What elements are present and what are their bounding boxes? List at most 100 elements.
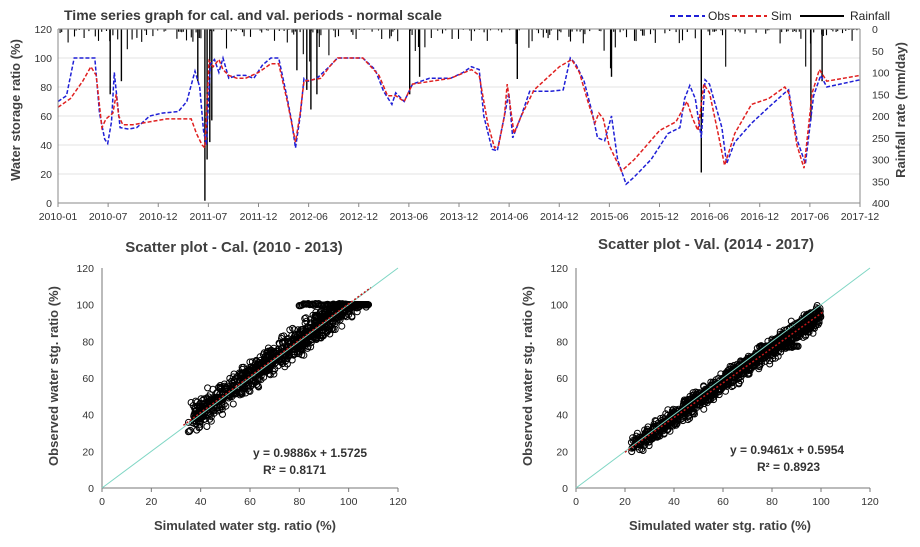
scatter-val-panel: Scatter plot - Val. (2014 - 2017) 0 20 40 6… [520,236,879,533]
scatter-cal-x-axis-title: Simulated water stg. ratio (%) [154,518,336,533]
scatter-point [771,354,779,362]
ts-y-tick-label: 60 [40,111,52,123]
ts-x-tick-label: 2014-06 [490,211,529,223]
scatter-point [325,310,333,318]
scatter-point [659,418,667,426]
scatter-point [186,426,194,434]
scatter-point [312,331,320,338]
sim-series-line [57,57,861,173]
scatter-point [782,327,790,335]
ts-y-axis-title: Water storage ratio (%) [8,39,23,181]
time-series-panel: Time series graph for cal. and val. peri… [8,7,908,223]
scatter-point [639,447,647,454]
scatter-y-tick-label: 0 [88,483,94,495]
ts-x-tick-label: 2012-12 [339,211,378,223]
scatter-point [304,343,312,351]
scatter-point [650,433,658,441]
scatter-point [184,428,192,436]
scatter-point [302,314,310,322]
scatter-point [657,427,664,435]
scatter-point [763,352,771,360]
scatter-point [207,417,215,425]
scatter-point [700,405,708,413]
scatter-point [237,374,244,382]
scatter-point [210,409,218,417]
scatter-point [297,340,305,348]
scatter-point [232,390,239,398]
scatter-x-tick-label: 0 [99,496,105,508]
scatter-point [221,382,228,390]
scatter-y-tick-label: 100 [550,300,568,312]
scatter-x-tick-label: 20 [619,496,631,508]
scatter-point [632,432,640,440]
scatter-point [290,326,298,334]
scatter-point [341,312,349,320]
scatter-x-tick-label: 20 [145,496,157,508]
scatter-x-tick-label: 60 [244,496,256,508]
scatter-point [778,335,786,343]
ts-x-tick-label: 2015-06 [590,211,629,223]
obs-series-line [57,55,861,186]
scatter-y-tick-label: 20 [82,446,94,458]
ts-x-tick-label: 2017-06 [791,211,830,223]
ts-x-tick-label: 2010-01 [39,211,78,223]
scatter-y-tick-label: 20 [556,446,568,458]
scatter-point [737,377,744,385]
scatter-val-trendline [624,311,824,453]
ts-x-tick-label: 2012-06 [289,211,328,223]
scatter-x-tick-label: 80 [766,496,778,508]
scatter-x-tick-label: 100 [812,496,830,508]
scatter-val-r-squared: R² = 0.8923 [757,460,820,474]
scatter-cal-panel: Scatter plot - Cal. (2010 - 2013) 0 20 40 6… [46,239,407,533]
scatter-point [215,404,223,412]
ts-x-tick-label: 2016-06 [690,211,729,223]
scatter-point [311,311,319,319]
scatter-point [802,331,810,339]
ts-y2-tick-label: 300 [872,155,890,167]
scatter-y-tick-label: 40 [556,410,568,422]
scatter-point [809,324,817,332]
scatter-point [219,410,226,418]
scatter-x-tick-label: 0 [573,496,579,508]
scatter-y-tick-label: 60 [556,373,568,385]
scatter-point [284,338,292,346]
scatter-x-tick-label: 80 [293,496,305,508]
ts-y2-tick-label: 250 [872,133,890,145]
scatter-point [726,375,734,383]
scatter-point [329,326,337,334]
ts-y2-tick-label: 50 [872,46,884,58]
scatter-point [229,400,237,408]
scatter-point [702,393,709,401]
scatter-point [728,363,736,371]
scatter-point [787,317,795,325]
scatter-point [222,402,230,410]
scatter-x-tick-label: 100 [340,496,358,508]
scatter-cal-equation: y = 0.9886x + 1.5725 [253,446,367,460]
ts-y-tick-label: 20 [40,169,52,181]
scatter-point [275,356,283,364]
scatter-cal-y-axis-title: Observed water stg. ratio (%) [46,286,61,466]
scatter-point [794,342,802,350]
scatter-point [318,310,326,318]
scatter-point [817,312,825,320]
scatter-y-tick-label: 120 [550,263,568,275]
scatter-point [300,351,308,359]
scatter-val-equation: y = 0.9461x + 0.5954 [730,443,844,457]
scatter-y-tick-label: 120 [76,263,94,275]
ts-y2-tick-label: 350 [872,176,890,188]
scatter-point [689,402,697,410]
ts-x-tick-label: 2011-12 [240,211,278,223]
legend-rainfall-label: Rainfall [850,9,890,23]
scatter-point [343,313,350,321]
scatter-point [309,311,317,319]
scatter-point [236,370,244,378]
scatter-point [229,373,237,381]
scatter-point [193,426,201,434]
scatter-point [344,301,352,309]
scatter-point [664,406,672,414]
scatter-point [793,323,801,331]
ts-y-tick-label: 120 [34,24,52,36]
scatter-point [254,382,262,390]
scatter-point [740,365,748,373]
